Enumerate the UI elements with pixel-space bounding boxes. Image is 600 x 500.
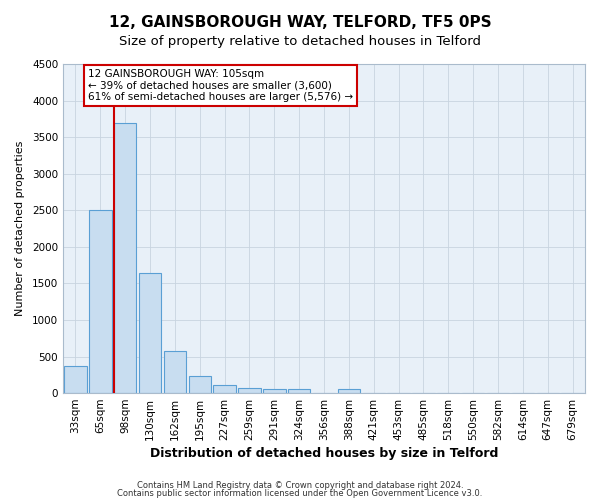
Bar (114, 122, 136, 393)
Text: 12 GAINSBOROUGH WAY: 105sqm
← 39% of detached houses are smaller (3,600)
61% of : 12 GAINSBOROUGH WAY: 105sqm ← 39% of det… (88, 69, 353, 102)
X-axis label: Distribution of detached houses by size in Telford: Distribution of detached houses by size … (150, 447, 498, 460)
Bar (288, 390, 310, 393)
Y-axis label: Number of detached properties: Number of detached properties (15, 141, 25, 316)
Text: Contains public sector information licensed under the Open Government Licence v3: Contains public sector information licen… (118, 489, 482, 498)
Bar (263, 390, 286, 393)
Bar (238, 388, 260, 393)
Text: 12, GAINSBOROUGH WAY, TELFORD, TF5 0PS: 12, GAINSBOROUGH WAY, TELFORD, TF5 0PS (109, 15, 491, 30)
Bar (214, 385, 236, 393)
Bar (164, 350, 186, 393)
Bar (139, 273, 161, 393)
Bar (89, 210, 112, 393)
Bar (188, 376, 211, 393)
Bar (338, 388, 360, 393)
Text: Contains HM Land Registry data © Crown copyright and database right 2024.: Contains HM Land Registry data © Crown c… (137, 480, 463, 490)
Bar (64, 366, 86, 393)
Text: Size of property relative to detached houses in Telford: Size of property relative to detached ho… (119, 35, 481, 48)
